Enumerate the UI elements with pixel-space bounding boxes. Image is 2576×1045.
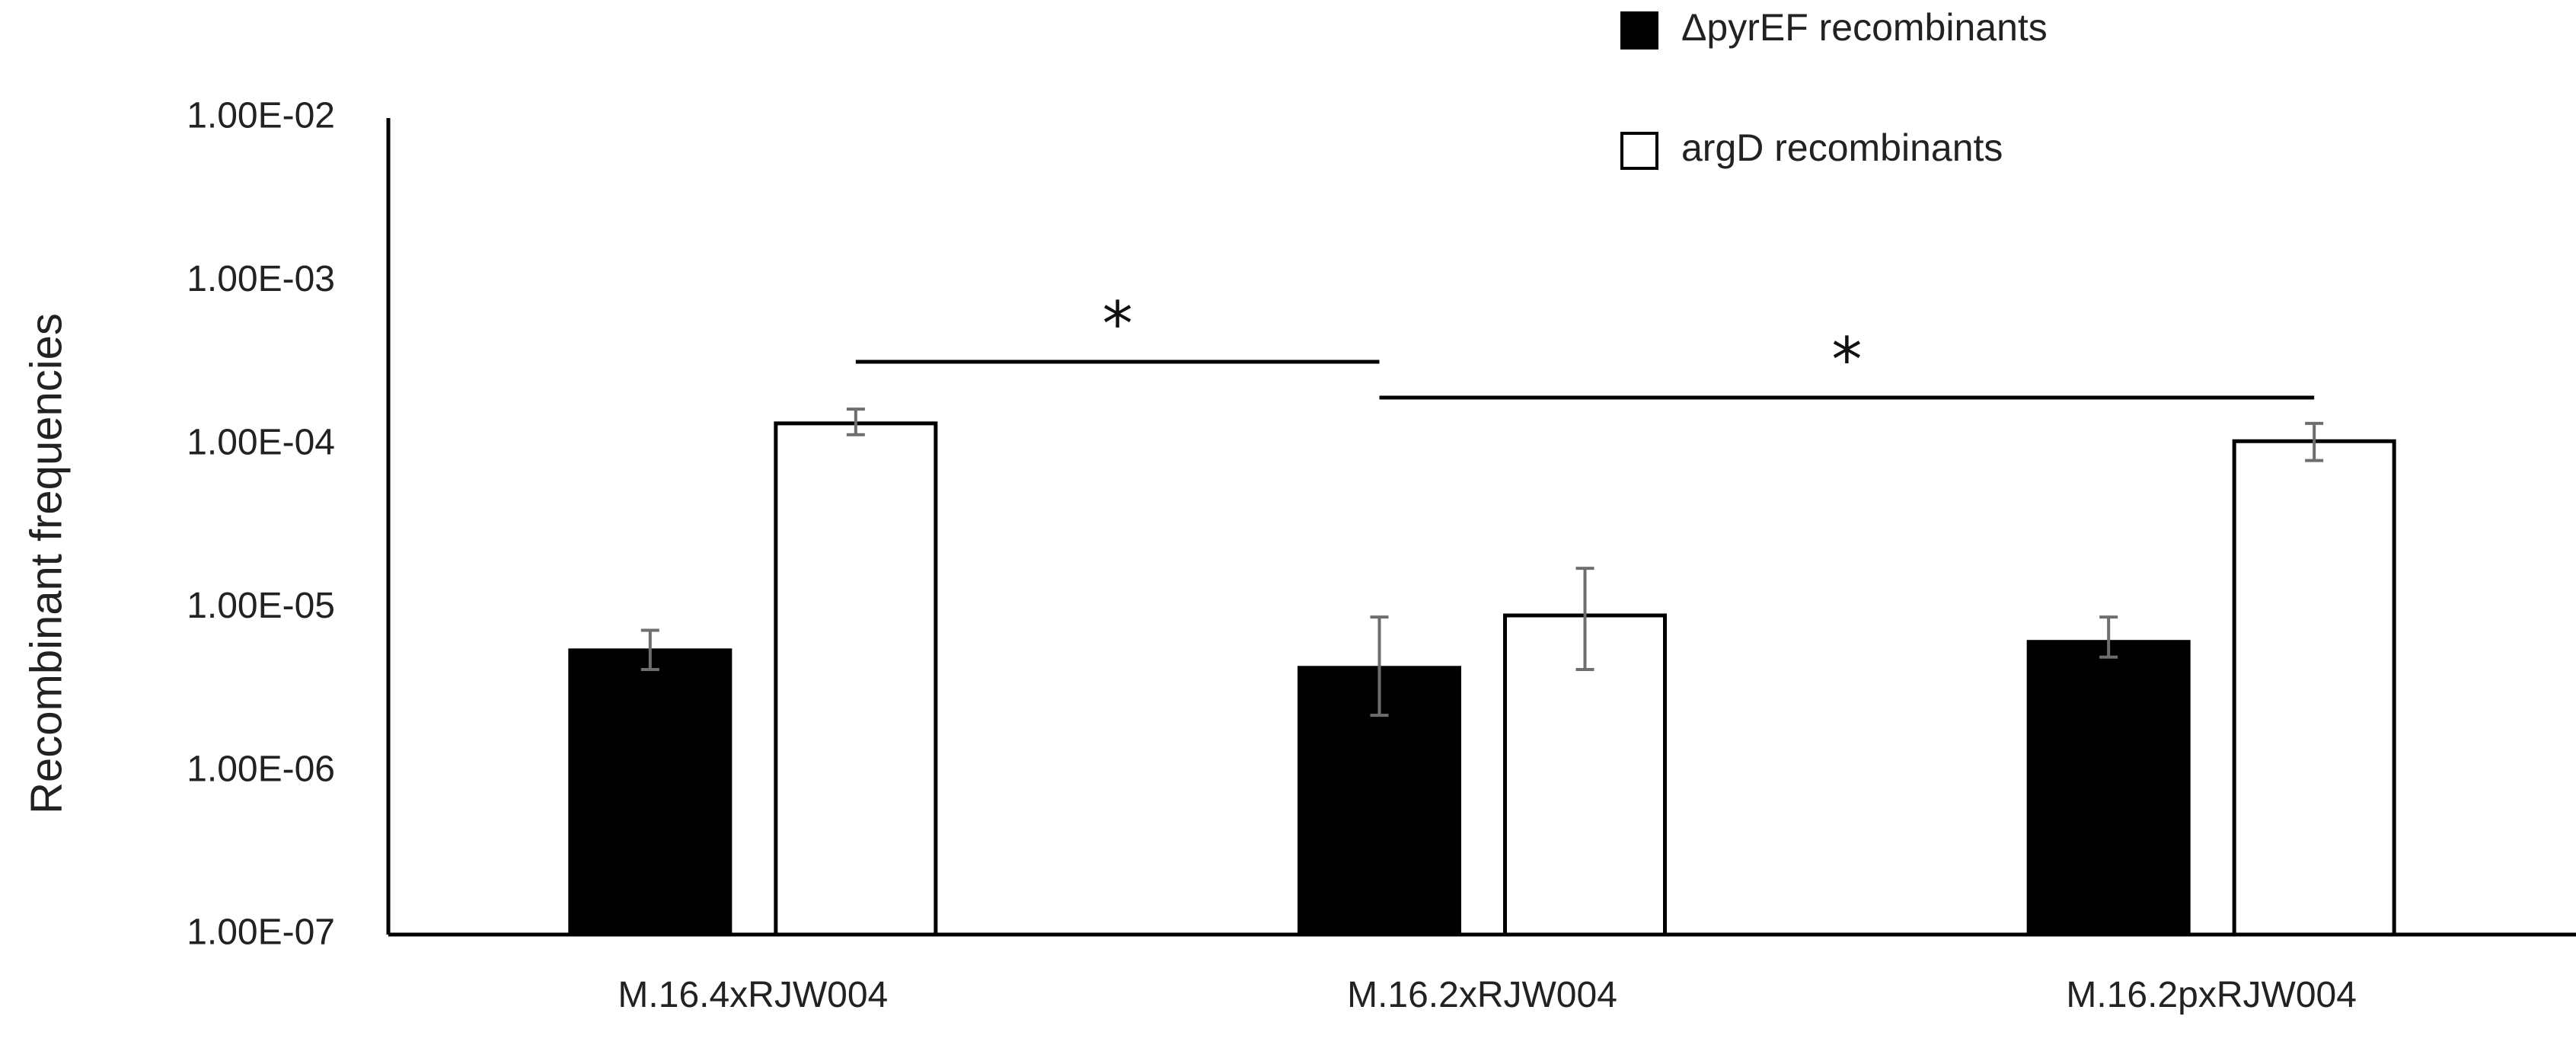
- y-axis-label: Recombinant frequencies: [21, 313, 71, 814]
- y-tick-label: 1.00E-07: [187, 912, 335, 953]
- significance-bracket: *: [855, 289, 1380, 364]
- error-bar: [1370, 615, 1389, 717]
- error-bar: [1575, 567, 1594, 671]
- legend-item: argD recombinants: [1620, 126, 2003, 170]
- significance-star: *: [1103, 289, 1133, 360]
- legend-label: argD recombinants: [1681, 126, 2003, 169]
- x-category-label: M.16.4xRJW004: [618, 975, 888, 1015]
- y-tick-label: 1.00E-04: [187, 422, 335, 462]
- legend-swatch: [1620, 11, 1658, 50]
- legend-label: ΔpyrEF recombinants: [1681, 6, 2048, 49]
- x-axis-categories: M.16.4xRJW004 M.16.2xRJW004 M.16.2pxRJW004: [618, 975, 2356, 1015]
- legend-item: ΔpyrEF recombinants: [1620, 6, 2048, 50]
- y-axis-label-group: Recombinant frequencies: [21, 313, 71, 814]
- y-axis-ticks: 1.00E-07 1.00E-06 1.00E-05 1.00E-04 1.00E-03…: [187, 96, 335, 953]
- legend: ΔpyrEF recombinants argD recombinants: [1620, 6, 2048, 170]
- x-category-label: M.16.2pxRJW004: [2066, 975, 2357, 1015]
- bar-argd: [2232, 439, 2396, 937]
- legend-swatch: [1620, 132, 1658, 170]
- bar-series: [568, 421, 2396, 937]
- error-bar: [2099, 615, 2118, 659]
- error-bars: [640, 407, 2324, 717]
- significance-brackets: **: [855, 289, 2315, 400]
- y-tick-label: 1.00E-03: [187, 259, 335, 299]
- y-tick-label: 1.00E-02: [187, 96, 335, 136]
- y-tick-label: 1.00E-05: [187, 586, 335, 626]
- significance-bracket: *: [1379, 324, 2315, 400]
- error-bar: [846, 407, 865, 436]
- x-category-label: M.16.2xRJW004: [1347, 975, 1617, 1015]
- bar-pyref: [2026, 640, 2191, 937]
- bar-pyref: [568, 648, 733, 937]
- error-bar: [640, 628, 659, 671]
- error-bar: [2305, 421, 2324, 462]
- significance-star: *: [1831, 324, 1862, 395]
- y-tick-label: 1.00E-06: [187, 749, 335, 789]
- bar-argd: [774, 421, 938, 937]
